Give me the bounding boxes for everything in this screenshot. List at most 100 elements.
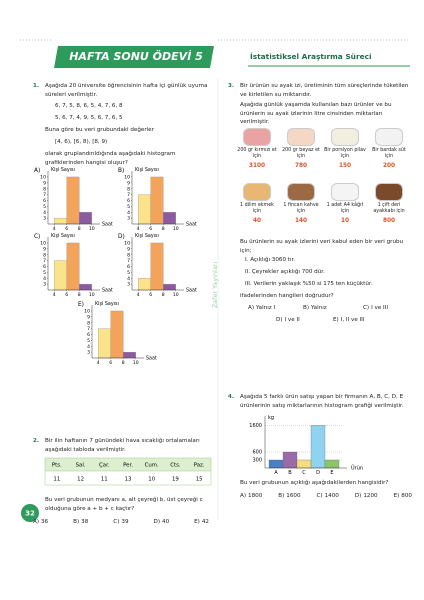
table-border [44, 457, 212, 486]
question-text: Bu veri grubunun açıklığı aşağıdakilerde… [240, 480, 389, 486]
histogram-bar [66, 242, 80, 291]
y-tick-label: 5 [43, 270, 46, 276]
option-label: A) [248, 305, 255, 311]
option-label: B) [73, 519, 80, 525]
item-image [331, 183, 359, 201]
x-axis-label: Saat [146, 356, 157, 362]
table-cell: 19 [172, 477, 179, 483]
data-line: 5, 6, 7, 4, 9, 5, 6, 7, 6, 5 [55, 115, 123, 121]
statement: III. Verilerin yaklaşık %50 si 175 ten k… [245, 281, 373, 287]
table-cell: 11 [53, 477, 60, 483]
y-tick-label: 6 [127, 198, 130, 204]
y-tick-label: 5 [127, 270, 130, 276]
data-line: 6, 7, 5, 8, 6, 5, 4, 7, 6, 8 [55, 103, 123, 109]
y-tick-label: 4 [43, 276, 46, 282]
y-tick-label: 1600 [249, 423, 262, 429]
option: B) 38 [73, 518, 88, 527]
item-label: Bir porsiyon pilav için [324, 148, 366, 159]
item-value: 10 [340, 218, 350, 224]
question-number: 2. [33, 438, 40, 444]
y-tick-label: 4 [127, 276, 130, 282]
option: A) Yalnız I [248, 304, 275, 313]
y-tick-label: 10 [84, 309, 90, 315]
y-tick-label: 9 [43, 246, 46, 252]
option-label: B) [118, 168, 124, 174]
x-tick-label: 10 [133, 360, 139, 366]
x-tick-label: 6 [65, 292, 68, 298]
y-tick-label: 6 [43, 198, 46, 204]
histogram-bar [79, 283, 92, 291]
x-axis-label: Ürün [351, 465, 363, 472]
item: 1 adet A4 kâğıt için 10 [324, 183, 366, 224]
item: 1 dilim ekmek için 40 [236, 183, 278, 224]
y-axis-label: Kişi Sayısı [51, 233, 75, 239]
option: A) 36 [33, 518, 48, 527]
question-number: 4. [228, 394, 235, 400]
histogram-bar [138, 194, 151, 225]
x-tick-label: 10 [89, 292, 95, 298]
groups: [4, 6), [6, 8), [8, 9) [55, 139, 108, 145]
y-tick-label: 3 [127, 216, 130, 222]
bar [324, 459, 340, 469]
y-tick-label: 9 [127, 180, 130, 186]
question-text: Bir ilin haftanın 7 günündeki hava sıcak… [45, 438, 200, 453]
histogram-bar [54, 260, 67, 291]
item-value: 200 [382, 163, 396, 169]
histogram-bar [79, 212, 92, 225]
table-cell: 12 [77, 477, 84, 483]
y-tick-label: 3 [127, 282, 130, 288]
item-image [375, 183, 403, 201]
option-value: 1400 [324, 493, 339, 499]
y-tick-label: 6 [87, 332, 90, 338]
y-tick-label: 10 [124, 241, 130, 247]
histogram-bar [98, 328, 111, 359]
table-header: Cum. [145, 463, 159, 469]
table-header: Cts. [170, 463, 181, 469]
question-text: Aşağıda 20 üniversite öğrencisinin hafta… [45, 83, 208, 98]
table-header-bg [45, 458, 211, 471]
option-value: I, II ve III [340, 317, 365, 323]
option-label: A) [240, 493, 247, 499]
x-axis-label: Saat [102, 288, 113, 294]
question-text: Bu ürünlerin su ayak izlerini veri kabul… [240, 239, 404, 254]
y-tick-label: 9 [127, 246, 130, 252]
option-label: C) [34, 234, 40, 240]
y-tick-label: 8 [43, 252, 46, 258]
x-tick-label: 4 [53, 226, 56, 232]
page-title: HAFTA SONU ÖDEVİ 5 [69, 50, 203, 63]
item-label: 200 gr kırmızı et için [237, 148, 277, 159]
options: A) 1800 B) 1600 C) 1400 D) 1200 E) 800 [240, 492, 412, 501]
option: D) 1200 [355, 492, 378, 501]
y-tick-label: 6 [43, 264, 46, 270]
option: E) 800 [394, 492, 412, 501]
option: C) 39 [113, 518, 128, 527]
option: B) Yalnız [303, 304, 327, 313]
option: E) I, II ve III [333, 316, 364, 325]
y-tick-label: 7 [127, 258, 130, 264]
table-header: Paz. [194, 463, 205, 469]
item-image [331, 128, 359, 146]
item-value: 3100 [248, 163, 266, 169]
question-text: Aşağıda günlük yaşamda kullanılan bazı ü… [240, 102, 392, 126]
table-header: Çar. [99, 463, 110, 469]
question-text: Buna göre bu veri grubundaki değerler [45, 127, 154, 133]
table-cell: 10 [148, 477, 155, 483]
option: C) I ve III [363, 304, 388, 313]
y-tick-label: 7 [43, 258, 46, 264]
item-label: 200 gr beyaz et için [282, 148, 320, 159]
item-value: 780 [294, 163, 308, 169]
options: A) 36 B) 38 C) 39 D) 40 E) 42 [33, 518, 209, 527]
x-tick-label: D [316, 470, 320, 476]
publisher: Zafer Yayınları [211, 262, 219, 309]
question-text: Bu veri grubunun medyanı a, alt çeyreği … [45, 497, 203, 512]
option-value: 38 [81, 519, 89, 525]
item-label: 1 fincan kahve için [283, 203, 319, 214]
option-label: C) [363, 305, 370, 311]
item-image [287, 183, 315, 201]
question-number: 3. [228, 83, 235, 89]
question-text: ifadelerinden hangileri doğrudur? [240, 293, 334, 299]
histogram-bar [138, 278, 151, 291]
item-value: 800 [382, 218, 396, 224]
item-image [243, 128, 271, 146]
